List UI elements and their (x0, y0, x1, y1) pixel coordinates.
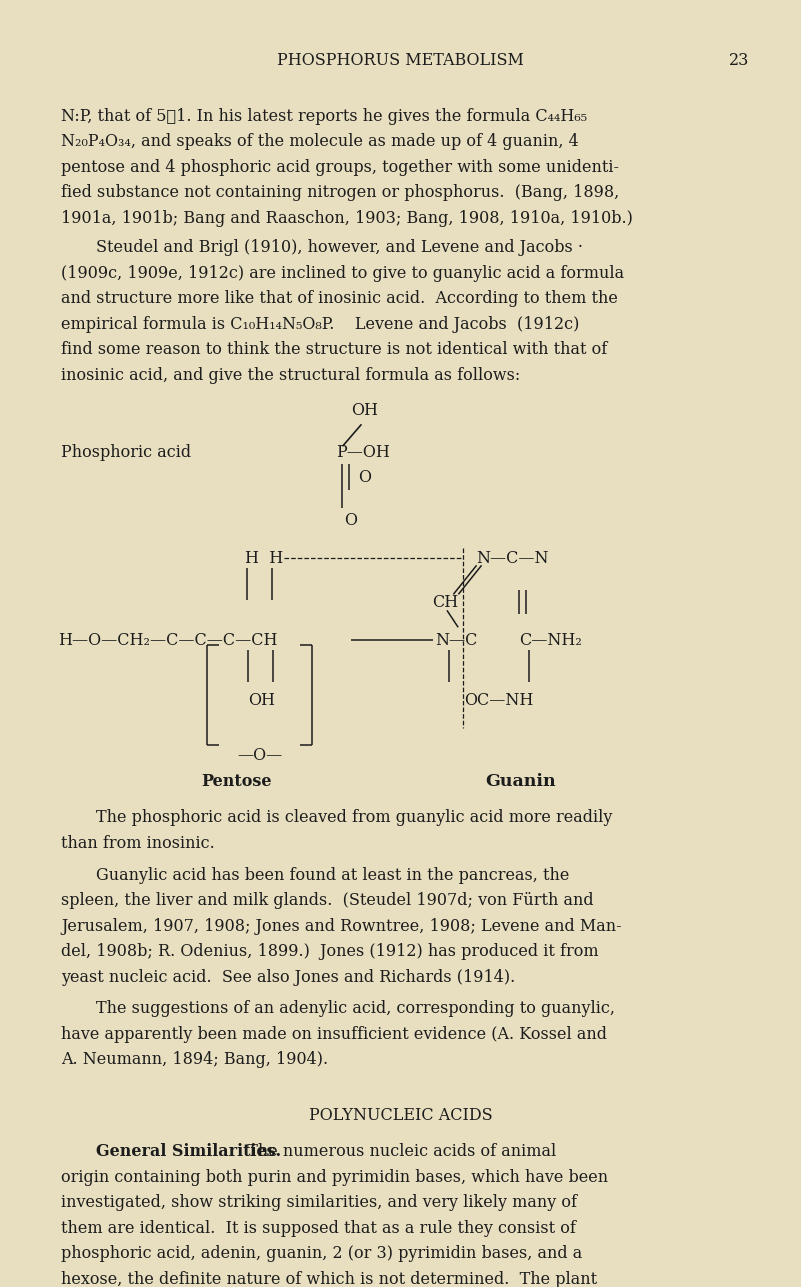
Text: N—C: N—C (435, 632, 477, 649)
Text: C—NH₂: C—NH₂ (519, 632, 582, 649)
Text: POLYNUCLEIC ACIDS: POLYNUCLEIC ACIDS (308, 1108, 493, 1125)
Text: 1901a, 1901b; Bang and Raaschon, 1903; Bang, 1908, 1910a, 1910b.): 1901a, 1901b; Bang and Raaschon, 1903; B… (61, 210, 633, 227)
Text: Guanin: Guanin (485, 773, 556, 790)
Text: del, 1908b; R. Odenius, 1899.)  Jones (1912) has produced it from: del, 1908b; R. Odenius, 1899.) Jones (19… (61, 943, 598, 960)
Text: inosinic acid, and give the structural formula as follows:: inosinic acid, and give the structural f… (61, 367, 520, 384)
Text: and structure more like that of inosinic acid.  According to them the: and structure more like that of inosinic… (61, 290, 618, 308)
Text: N—C—N: N—C—N (477, 550, 549, 566)
Text: phosphoric acid, adenin, guanin, 2 (or 3) pyrimidin bases, and a: phosphoric acid, adenin, guanin, 2 (or 3… (61, 1245, 582, 1263)
Text: investigated, show striking similarities, and very likely many of: investigated, show striking similarities… (61, 1194, 577, 1211)
Text: 23: 23 (729, 51, 749, 69)
Text: Phosphoric acid: Phosphoric acid (61, 444, 191, 461)
Text: H—O—CH₂—C—C—C—CH: H—O—CH₂—C—C—C—CH (58, 632, 277, 649)
Text: OH: OH (351, 403, 378, 420)
Text: —O—: —O— (237, 748, 282, 764)
Text: Jerusalem, 1907, 1908; Jones and Rowntree, 1908; Levene and Man-: Jerusalem, 1907, 1908; Jones and Rowntre… (61, 918, 622, 934)
Text: O: O (358, 468, 372, 485)
Text: pentose and 4 phosphoric acid groups, together with some unidenti-: pentose and 4 phosphoric acid groups, to… (61, 160, 619, 176)
Text: origin containing both purin and pyrimidin bases, which have been: origin containing both purin and pyrimid… (61, 1169, 608, 1185)
Text: Pentose: Pentose (201, 773, 272, 790)
Text: them are identical.  It is supposed that as a rule they consist of: them are identical. It is supposed that … (61, 1220, 576, 1237)
Text: yeast nucleic acid.  See also Jones and Richards (1914).: yeast nucleic acid. See also Jones and R… (61, 969, 515, 986)
Text: hexose, the definite nature of which is not determined.  The plant: hexose, the definite nature of which is … (61, 1270, 597, 1287)
Text: P—OH: P—OH (336, 444, 390, 461)
Text: OH: OH (248, 692, 275, 709)
Text: The suggestions of an adenylic acid, corresponding to guanylic,: The suggestions of an adenylic acid, cor… (96, 1000, 615, 1018)
Text: O: O (344, 512, 357, 529)
Text: fied substance not containing nitrogen or phosphorus.  (Bang, 1898,: fied substance not containing nitrogen o… (61, 184, 619, 202)
Text: Steudel and Brigl (1910), however, and Levene and Jacobs ·: Steudel and Brigl (1910), however, and L… (96, 239, 583, 256)
Text: H  H: H H (245, 550, 284, 566)
Text: OC—NH: OC—NH (465, 692, 534, 709)
Text: N₂₀P₄O₃₄, and speaks of the molecule as made up of 4 guanin, 4: N₂₀P₄O₃₄, and speaks of the molecule as … (61, 134, 578, 151)
Text: find some reason to think the structure is not identical with that of: find some reason to think the structure … (61, 341, 607, 358)
Text: The phosphoric acid is cleaved from guanylic acid more readily: The phosphoric acid is cleaved from guan… (96, 810, 613, 826)
Text: Guanylic acid has been found at least in the pancreas, the: Guanylic acid has been found at least in… (96, 866, 570, 884)
Text: General Similarities.: General Similarities. (96, 1143, 281, 1160)
Text: empirical formula is C₁₀H₁₄N₅O₈P.    Levene and Jacobs  (1912c): empirical formula is C₁₀H₁₄N₅O₈P. Levene… (61, 315, 579, 332)
Text: spleen, the liver and milk glands.  (Steudel 1907d; von Fürth and: spleen, the liver and milk glands. (Steu… (61, 892, 594, 909)
Text: CH: CH (433, 593, 459, 611)
Text: than from inosinic.: than from inosinic. (61, 835, 215, 852)
Text: A. Neumann, 1894; Bang, 1904).: A. Neumann, 1894; Bang, 1904). (61, 1051, 328, 1068)
Text: N:P, that of 5∶1. In his latest reports he gives the formula C₄₄H₆₅: N:P, that of 5∶1. In his latest reports … (61, 108, 587, 125)
Text: have apparently been made on insufficient evidence (A. Kossel and: have apparently been made on insufficien… (61, 1026, 607, 1042)
Text: PHOSPHORUS METABOLISM: PHOSPHORUS METABOLISM (277, 51, 524, 69)
Text: (1909c, 1909e, 1912c) are inclined to give to guanylic acid a formula: (1909c, 1909e, 1912c) are inclined to gi… (61, 265, 624, 282)
Text: The numerous nucleic acids of animal: The numerous nucleic acids of animal (237, 1143, 557, 1160)
